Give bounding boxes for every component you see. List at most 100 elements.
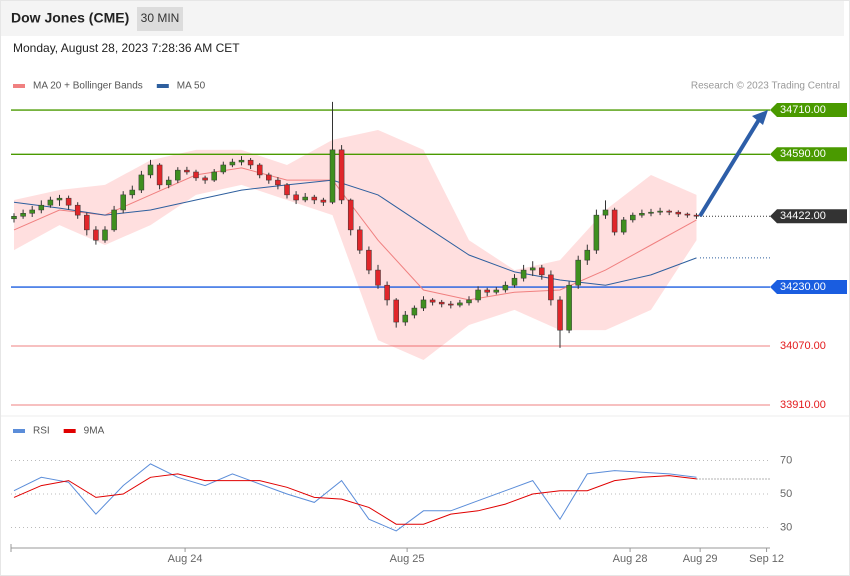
candle-body — [311, 196, 318, 201]
x-tick-label: Aug 24 — [168, 553, 203, 565]
candle-body — [266, 174, 272, 181]
candle-body — [111, 209, 117, 231]
candle-body — [29, 209, 35, 214]
candle-body — [320, 199, 327, 203]
candle-body — [238, 159, 245, 163]
ma-line — [13, 179, 697, 286]
candle-body — [548, 274, 554, 301]
bollinger-band — [14, 129, 697, 361]
candle-body — [247, 159, 254, 166]
level-tag — [770, 209, 847, 224]
legend-swatch — [63, 429, 76, 433]
title: Dow Jones (CME) — [11, 10, 129, 26]
candle-body — [156, 164, 163, 186]
candle-body — [457, 302, 463, 306]
candle-body — [202, 177, 208, 181]
level-label: 34590.00 — [780, 148, 826, 160]
candle-body — [539, 267, 545, 276]
price-panel: MA 20 + Bollinger Bands MA 50 34710.00 3459… — [11, 81, 847, 411]
candle-body — [384, 284, 390, 301]
candle-body — [420, 299, 427, 309]
indicator-line — [13, 463, 697, 532]
x-tick-label: Aug 29 — [683, 553, 718, 565]
candle-body — [393, 299, 399, 323]
candle-body — [639, 213, 645, 216]
candle-body — [193, 171, 199, 179]
candle-body — [438, 301, 445, 305]
candle-body — [620, 219, 627, 233]
date: Monday, August 28, 2023 7:28:36 AM CET — [13, 41, 240, 55]
timeframe-button[interactable] — [137, 7, 183, 31]
level-tag — [770, 103, 847, 118]
ma-line — [13, 167, 697, 301]
candle-body — [511, 277, 518, 286]
candle-body — [275, 179, 281, 186]
copyright: Research © 2023 Trading Central — [691, 81, 840, 92]
candle-body — [411, 307, 418, 316]
candle-body — [20, 213, 26, 217]
candle-body — [338, 149, 345, 201]
candle-body — [466, 299, 472, 304]
candle-body — [366, 249, 372, 271]
forecast-arrowhead — [752, 110, 768, 125]
x-tick-label: Aug 28 — [613, 553, 648, 565]
candle-body — [293, 194, 299, 201]
candle-body — [38, 204, 45, 211]
candle-body — [129, 189, 136, 196]
candle-body — [357, 229, 363, 251]
candle-body — [402, 314, 409, 323]
level-label: 34230.00 — [780, 281, 826, 293]
candle-body — [184, 169, 190, 173]
level-label: 34070.00 — [780, 340, 826, 352]
candle-body — [84, 214, 90, 231]
level-tag — [770, 280, 847, 295]
legend-label: MA 20 + Bollinger Bands — [33, 81, 143, 92]
candle-body — [693, 214, 700, 217]
candle-body — [74, 204, 81, 216]
y-tick-label: 30 — [780, 521, 792, 533]
candle-body — [93, 229, 99, 241]
x-tick-label: Sep 12 — [749, 553, 784, 565]
candle-body — [448, 303, 454, 306]
rsi-panel: RSI 9MA 30 50 70 Aug 24 Aug 25 Aug 28 Aug 29 Sep … — [10, 426, 792, 565]
candle-body — [147, 164, 154, 176]
candle-body — [175, 169, 181, 181]
candle-body — [329, 149, 336, 203]
candle-body — [520, 269, 527, 279]
candle-body — [47, 199, 54, 206]
forecast-arrow — [698, 116, 762, 218]
candle-body — [502, 284, 509, 291]
candle-body — [529, 267, 536, 271]
candle-body — [484, 289, 490, 293]
level-label: 34422.00 — [780, 210, 826, 222]
candle-body — [120, 194, 126, 211]
candle-body — [575, 259, 581, 286]
candle-body — [493, 289, 500, 293]
candle-body — [65, 197, 72, 206]
candle-body — [256, 164, 263, 176]
candle-body — [475, 289, 481, 301]
candle-body — [429, 299, 436, 303]
candle-body — [566, 284, 572, 331]
x-tick-label: Aug 25 — [390, 553, 425, 565]
legend-swatch — [13, 84, 25, 88]
candle-body — [229, 161, 236, 166]
legend-label: MA 50 — [177, 81, 206, 92]
candle-body — [211, 171, 217, 181]
candle-body — [584, 249, 591, 261]
candle-body — [220, 164, 227, 173]
candle-body — [138, 174, 145, 191]
candle-body — [375, 269, 381, 286]
y-tick-label: 50 — [780, 488, 792, 500]
candle-body — [102, 229, 108, 241]
candle-body — [684, 213, 691, 216]
candle-body — [347, 199, 354, 231]
candle-body — [284, 184, 290, 196]
candle-body — [666, 210, 672, 213]
candle-body — [557, 299, 563, 331]
y-tick-label: 70 — [780, 454, 792, 466]
timeframe[interactable]: 30 MIN — [141, 11, 180, 25]
level-label: 33910.00 — [780, 399, 826, 411]
legend-label: 9MA — [84, 426, 105, 437]
